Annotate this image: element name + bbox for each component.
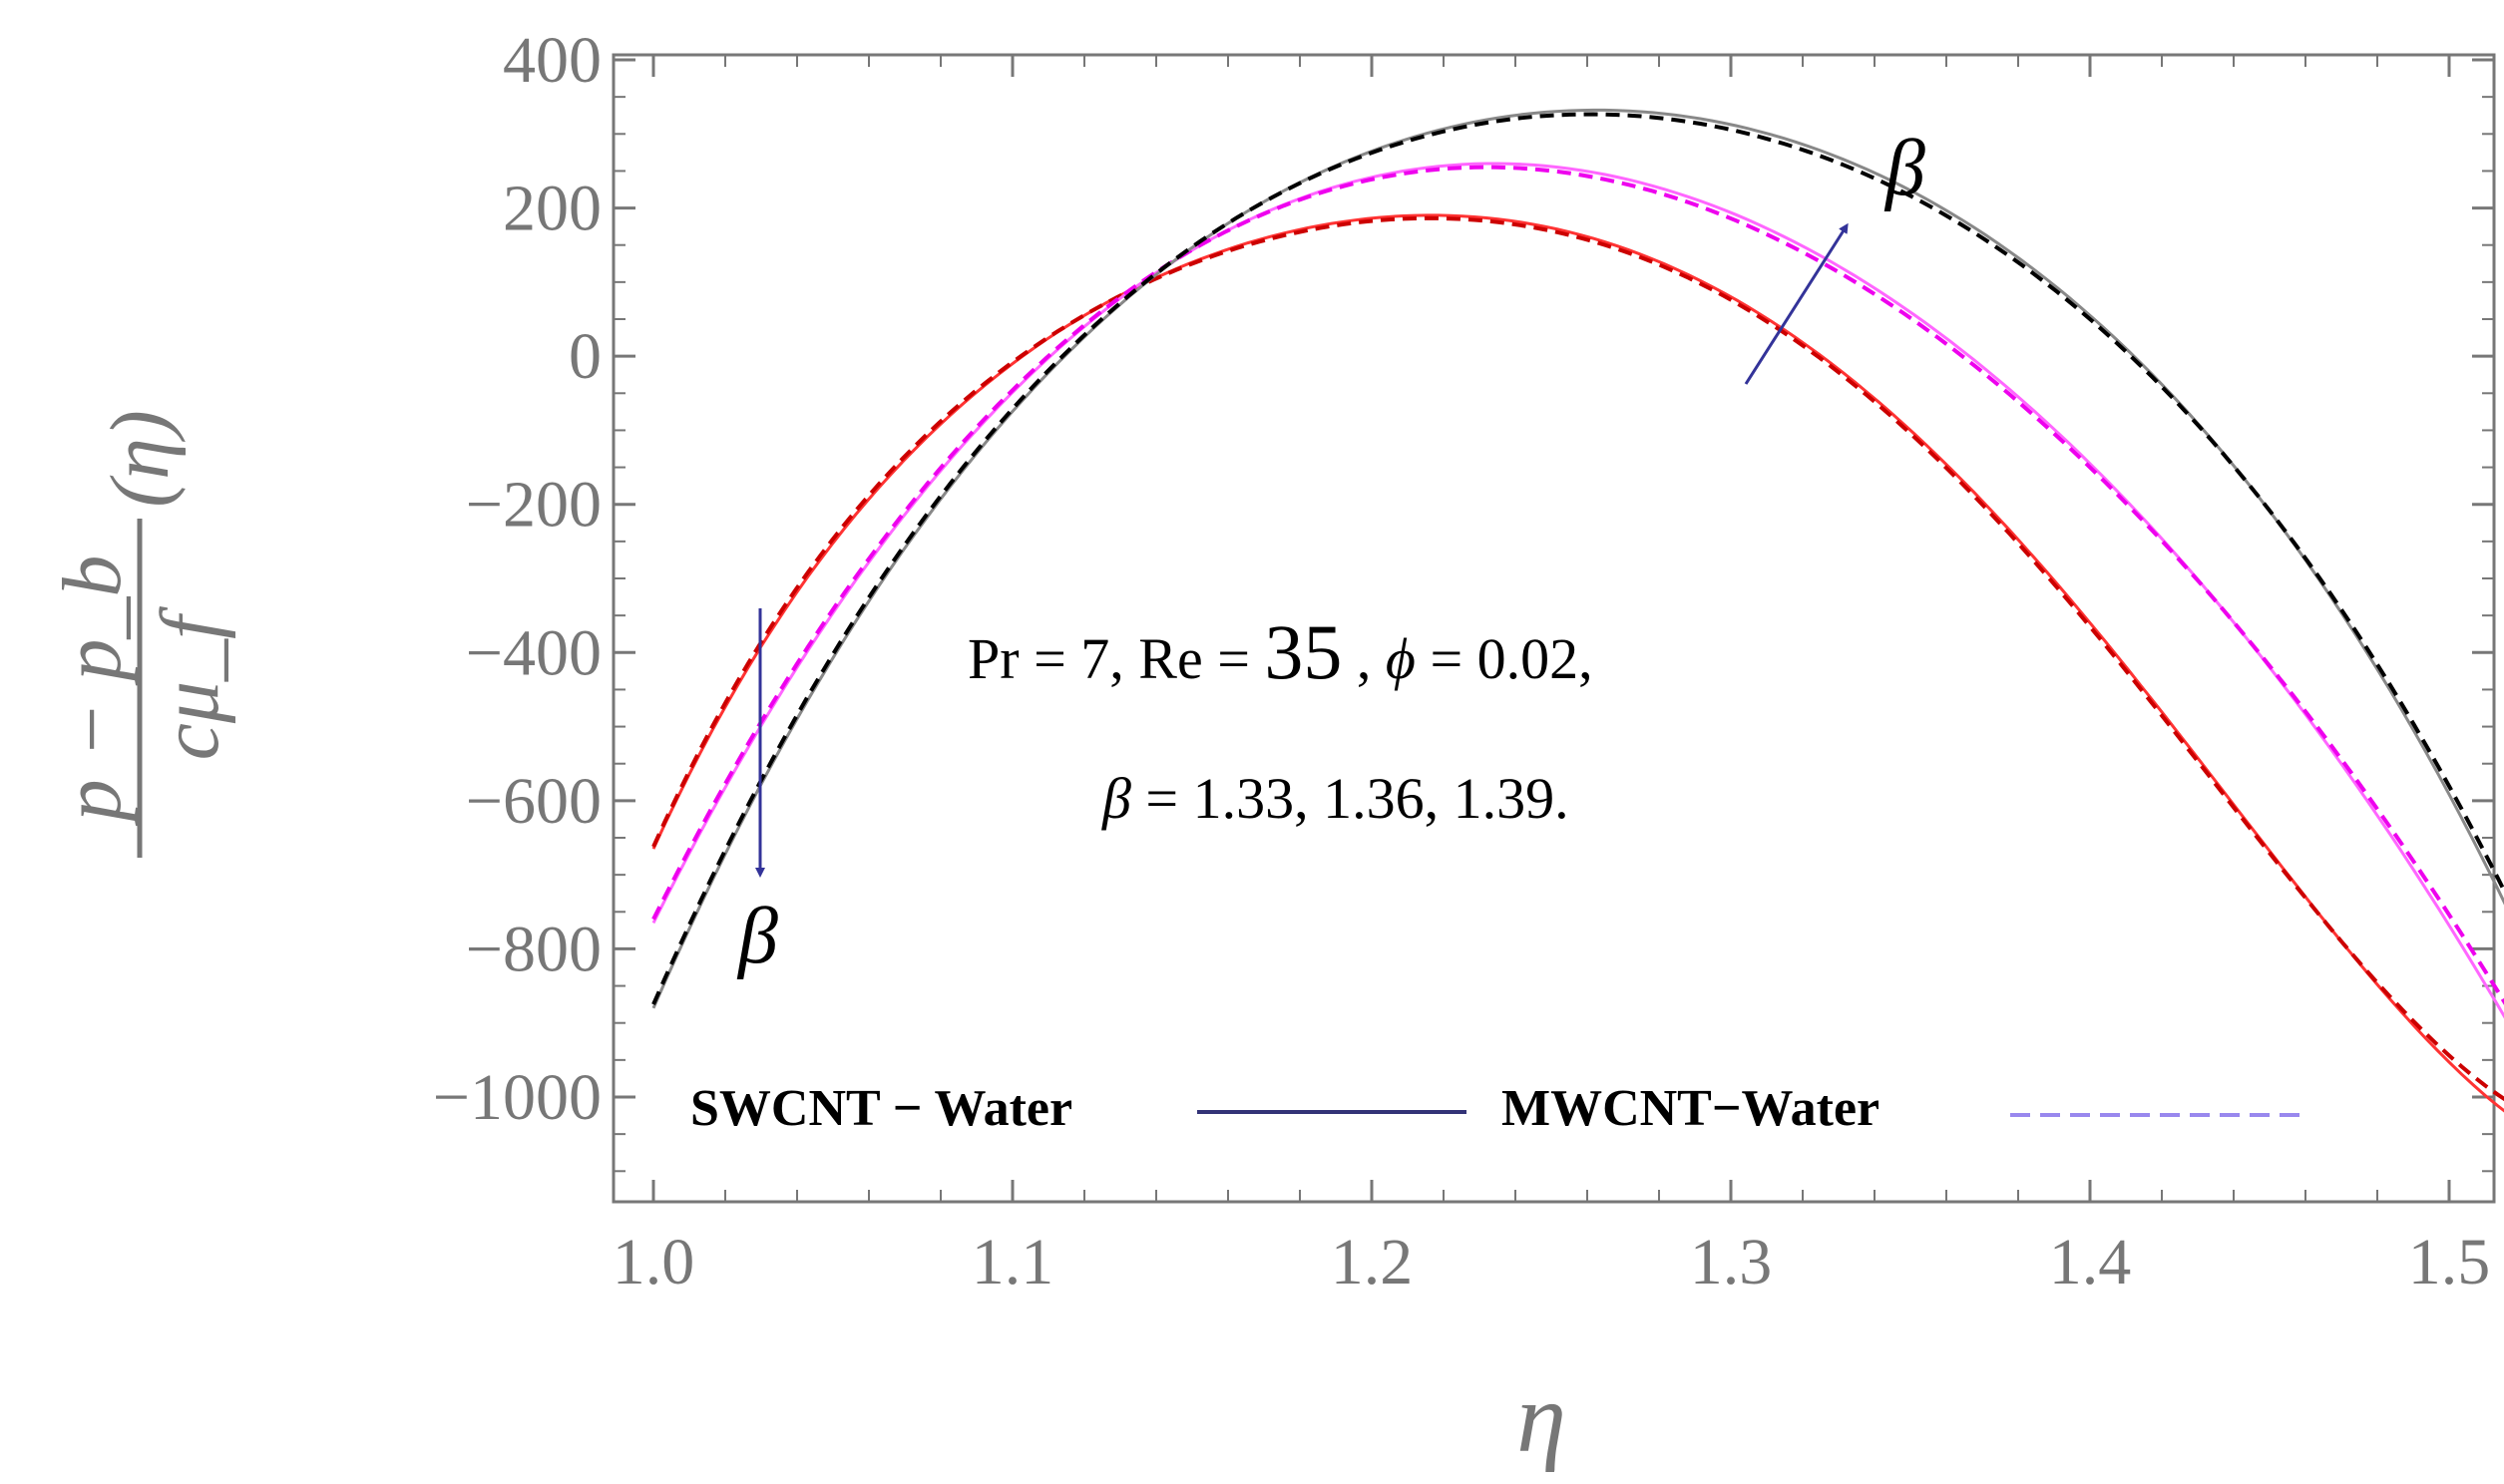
beta-arrow-up <box>1744 222 1849 385</box>
beta-arrow-down-label: β <box>736 893 778 980</box>
series-layer <box>651 108 2504 1113</box>
y-tick-label: −400 <box>466 616 602 689</box>
x-tick-label: 1.2 <box>1331 1226 1414 1298</box>
params-line-2: β = 1.33, 1.36, 1.39. <box>1101 766 1569 831</box>
plot-frame <box>612 53 2496 1204</box>
y-axis-denominator: cμ_f <box>144 605 236 760</box>
x-axis-title: η <box>1516 1362 1566 1473</box>
y-tick-label: 200 <box>503 173 602 245</box>
y-tick-label: 400 <box>503 24 602 97</box>
series-line-1 <box>651 215 2504 1102</box>
x-tick-label: 1.0 <box>613 1226 695 1298</box>
x-tick-label: 1.5 <box>2408 1226 2491 1298</box>
legend-label-swcnt: SWCNT − Water <box>690 1080 1072 1137</box>
params-beta-values: = 1.33, 1.36, 1.39. <box>1131 766 1569 831</box>
plot-border <box>612 53 2496 1204</box>
beta-arrow-up-label: β <box>1883 125 1925 212</box>
legend-label-mwcnt: MWCNT−Water <box>1501 1080 1879 1137</box>
y-tick-label: −600 <box>466 765 602 838</box>
axis-ticks: 1.0 1.1 1.2 1.3 1.4 1.5 400 200 0 −200 −400 −600 −80… <box>433 24 2494 1298</box>
params-beta-symbol: β <box>1101 766 1131 831</box>
legend: SWCNT − Water MWCNT−Water <box>690 1080 2304 1137</box>
series-line-4 <box>651 108 2504 1009</box>
y-axis-title: p − p_b cμ_f (η) <box>46 410 236 858</box>
y-tick-label: 0 <box>569 320 602 393</box>
y-tick-label: −200 <box>466 469 602 542</box>
params-phi-value: = 0.02, <box>1416 626 1593 691</box>
params-phi: ϕ <box>1386 626 1416 691</box>
y-axis-argument: (η) <box>94 410 187 508</box>
y-axis-numerator: p − p_b <box>46 556 139 827</box>
series-line-3 <box>651 165 2504 1005</box>
x-tick-label: 1.4 <box>2049 1226 2132 1298</box>
params-line-1: Pr = 7, Re = 35 , ϕ = 0.02, <box>968 608 1593 695</box>
y-tick-label: −800 <box>466 913 602 985</box>
y-tick-label: −1000 <box>433 1061 602 1134</box>
x-tick-label: 1.3 <box>1690 1226 1773 1298</box>
x-tick-label: 1.1 <box>972 1226 1054 1298</box>
series-line-5 <box>651 112 2504 1005</box>
params-re-value: 35 <box>1264 608 1342 695</box>
params-sep: , <box>1342 626 1386 691</box>
params-pr-re: Pr = 7, Re = <box>968 626 1264 691</box>
